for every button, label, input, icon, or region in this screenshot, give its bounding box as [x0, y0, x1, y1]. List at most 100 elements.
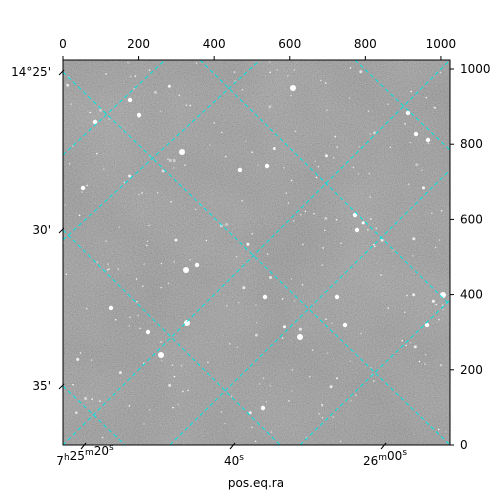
- faint-star: [90, 359, 93, 361]
- faint-star: [142, 285, 144, 288]
- ra-tick-label: 40s: [224, 453, 244, 468]
- ra-tick-label: 26m00s: [363, 448, 407, 468]
- faint-star: [213, 122, 216, 124]
- faint-star: [292, 220, 295, 222]
- faint-star: [74, 411, 78, 415]
- faint-star: [336, 146, 338, 148]
- faint-star: [154, 90, 157, 94]
- faint-star: [255, 304, 257, 306]
- faint-star: [435, 303, 438, 306]
- faint-star: [234, 80, 236, 82]
- faint-star: [434, 246, 437, 249]
- faint-star: [302, 243, 304, 246]
- faint-star: [136, 300, 138, 303]
- ra-axis: 7h25m20s 40s 26m00s: [56, 442, 407, 468]
- bright-star: [194, 262, 200, 268]
- faint-star: [138, 116, 140, 118]
- faint-star: [167, 158, 169, 160]
- faint-star: [281, 298, 284, 300]
- dec-tick-label: 30': [32, 223, 51, 237]
- faint-star: [172, 406, 174, 409]
- bright-star: [136, 112, 142, 118]
- faint-star: [440, 210, 443, 212]
- faint-star: [373, 243, 375, 246]
- faint-star: [128, 325, 131, 327]
- faint-star: [431, 299, 435, 303]
- bright-star: [179, 149, 185, 155]
- faint-star: [349, 360, 352, 363]
- dec-tick-label: 14°25': [11, 65, 51, 79]
- faint-star: [184, 164, 186, 166]
- faint-star: [387, 307, 390, 310]
- faint-star: [241, 88, 244, 91]
- bright-star: [108, 305, 114, 311]
- faint-star: [340, 242, 342, 245]
- faint-star: [369, 133, 372, 135]
- faint-star: [173, 375, 176, 378]
- faint-star: [251, 233, 254, 235]
- faint-star: [236, 346, 239, 349]
- faint-star: [325, 82, 327, 84]
- faint-star: [207, 361, 209, 364]
- faint-star: [233, 71, 236, 73]
- faint-star: [291, 369, 294, 371]
- faint-star: [195, 62, 198, 64]
- plot-frame: [62, 59, 451, 446]
- bright-star: [352, 212, 358, 218]
- faint-star: [350, 400, 352, 402]
- faint-star: [418, 360, 421, 363]
- faint-star: [424, 354, 427, 356]
- bright-star: [425, 137, 431, 143]
- dec-axis: 14°25' 30' 35': [11, 65, 65, 393]
- faint-star: [285, 192, 288, 194]
- faint-star: [373, 380, 375, 382]
- dec-tick-label: 35': [32, 379, 51, 393]
- ra-grid-line: [169, 169, 450, 445]
- faint-star: [269, 385, 272, 387]
- faint-star: [79, 352, 82, 354]
- y-tick-label: 600: [460, 212, 483, 226]
- faint-star: [106, 269, 109, 271]
- faint-star: [160, 341, 162, 343]
- faint-star: [321, 416, 324, 419]
- bright-star: [158, 352, 164, 358]
- ra-grid-line: [63, 60, 166, 156]
- faint-star: [172, 159, 176, 162]
- faint-star: [421, 169, 423, 171]
- faint-star: [237, 301, 240, 304]
- faint-star: [266, 253, 269, 255]
- faint-star: [317, 165, 320, 168]
- faint-star: [189, 104, 192, 107]
- faint-star: [225, 222, 229, 226]
- faint-star: [431, 212, 433, 214]
- faint-star: [336, 377, 338, 379]
- dec-tick-mark: [58, 69, 65, 76]
- faint-star: [254, 440, 257, 443]
- faint-star: [375, 227, 378, 230]
- bright-star: [127, 97, 133, 103]
- faint-star: [178, 94, 181, 96]
- faint-star: [258, 383, 261, 385]
- dec-grid-line: [63, 71, 450, 445]
- faint-star: [241, 199, 243, 202]
- faint-star: [293, 300, 296, 302]
- faint-star: [66, 83, 70, 87]
- faint-star: [105, 73, 107, 75]
- faint-star: [401, 339, 404, 342]
- x-tick-label: 200: [127, 37, 150, 51]
- bright-star: [145, 329, 151, 335]
- faint-star: [269, 71, 272, 73]
- faint-star: [309, 375, 311, 378]
- faint-star: [304, 210, 307, 213]
- faint-star: [86, 184, 88, 187]
- faint-star: [156, 192, 159, 194]
- faint-star: [148, 224, 150, 227]
- faint-star: [168, 159, 172, 162]
- faint-star: [65, 273, 68, 276]
- faint-star: [108, 268, 110, 270]
- faint-star: [358, 146, 360, 148]
- faint-star: [173, 261, 175, 263]
- faint-star: [301, 284, 304, 286]
- faint-star: [290, 94, 292, 97]
- faint-star: [324, 216, 328, 220]
